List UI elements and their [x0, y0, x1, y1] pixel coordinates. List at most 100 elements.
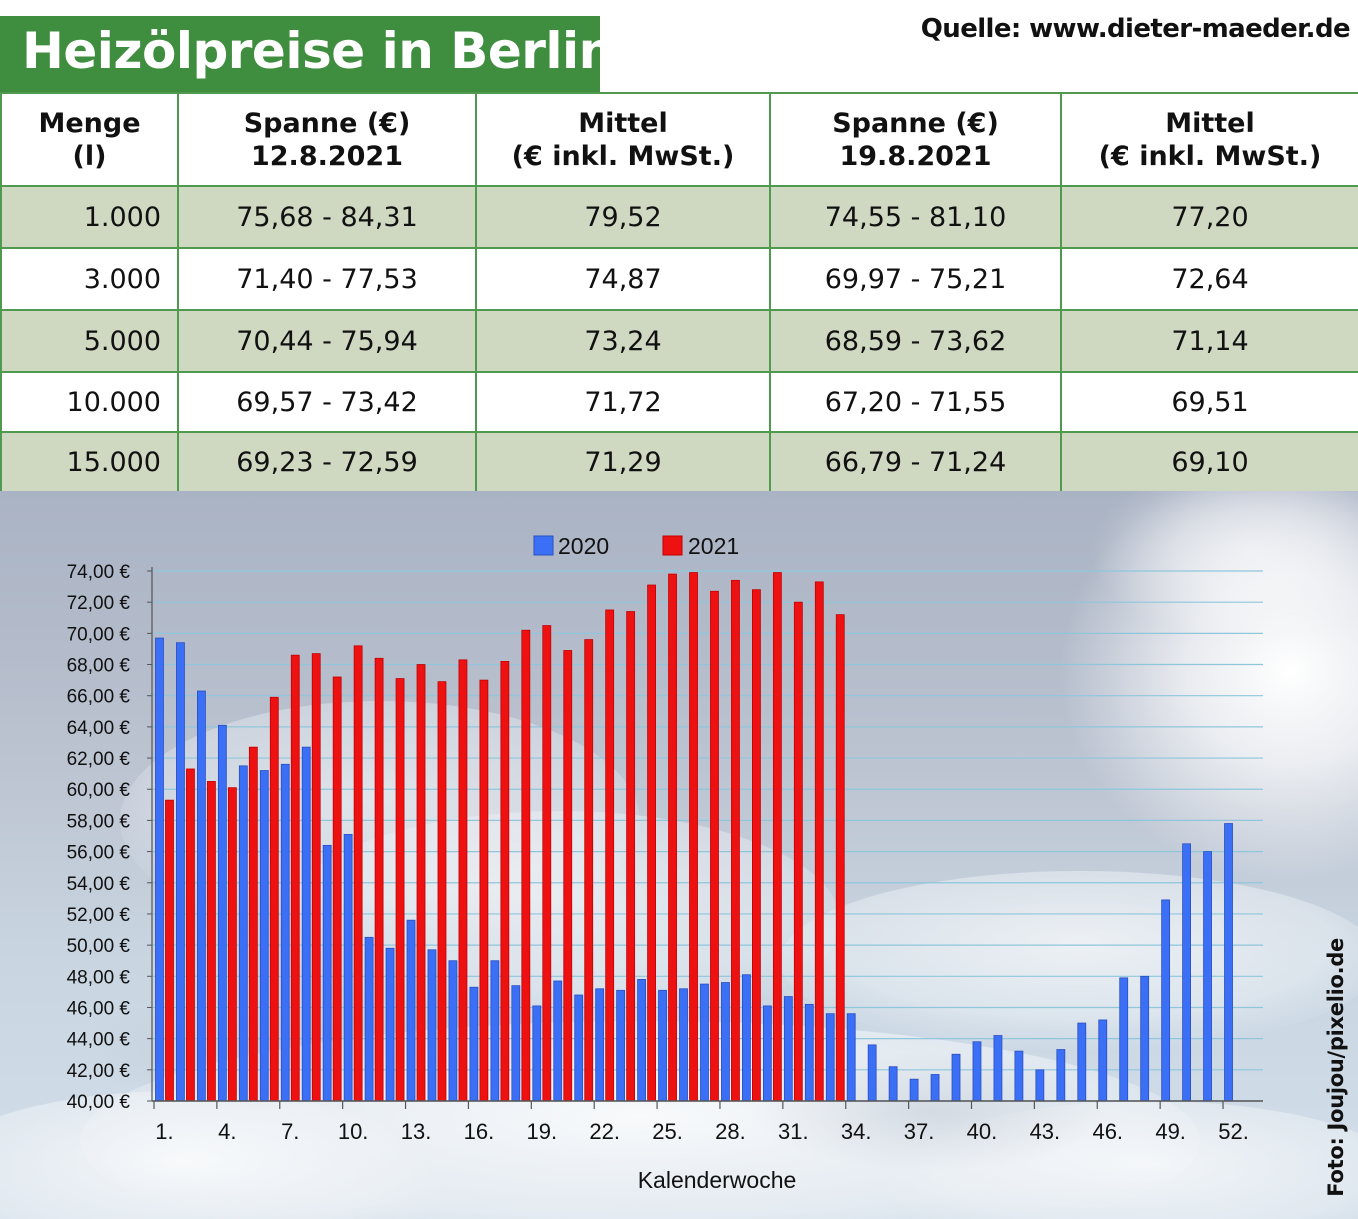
- bar-2020: [993, 1035, 1003, 1102]
- cell-range-2: 68,59 - 73,62: [769, 309, 1062, 373]
- bar-2020: [658, 989, 667, 1102]
- bar-2020: [721, 982, 730, 1102]
- x-tick-label: 22.: [589, 1119, 620, 1144]
- x-tick-label: 28.: [715, 1119, 746, 1144]
- bar-2020: [595, 988, 605, 1102]
- x-tick-label: 16.: [464, 1119, 495, 1144]
- bar-2020: [1161, 899, 1171, 1102]
- bar-2020: [385, 947, 395, 1102]
- cell-quantity: 10.000: [0, 371, 179, 433]
- cell-range-1: 75,68 - 84,31: [177, 185, 477, 249]
- bar-2020: [1224, 823, 1233, 1102]
- cell-mean-2: 71,14: [1060, 309, 1358, 373]
- bar-2020: [616, 989, 626, 1102]
- y-tick-label: 62,00 €: [67, 749, 131, 770]
- bar-2021: [584, 639, 594, 1102]
- bar-2020: [1056, 1049, 1066, 1102]
- legend-label-2021: 2021: [688, 533, 739, 559]
- bar-2021: [793, 601, 803, 1102]
- y-tick-label: 42,00 €: [67, 1061, 131, 1082]
- bar-2020: [742, 974, 751, 1102]
- bar-2020: [197, 690, 206, 1102]
- cell-range-1: 69,57 - 73,42: [177, 371, 477, 433]
- x-tick-label: 19.: [526, 1119, 557, 1144]
- bar-2020: [155, 637, 164, 1102]
- bar-2021: [227, 787, 237, 1102]
- bar-2020: [1014, 1050, 1024, 1102]
- legend: 2020 2021: [533, 533, 739, 559]
- x-tick-label: 49.: [1155, 1119, 1186, 1144]
- bar-2021: [269, 696, 279, 1102]
- bar-2020: [511, 985, 521, 1102]
- bar-chart: 40,00 € 42,00 € 44,00 € 46,00 € 48,00 € 50,00…: [0, 491, 1358, 1219]
- bar-2021: [605, 609, 615, 1102]
- cell-mean-1: 71,72: [475, 371, 771, 433]
- cell-mean-1: 74,87: [475, 247, 771, 311]
- bar-2021: [395, 678, 405, 1102]
- chart-area: 40,00 € 42,00 € 44,00 € 46,00 € 48,00 € 50,00…: [0, 491, 1358, 1219]
- bar-2020: [364, 936, 374, 1102]
- x-tick-label: 31.: [778, 1119, 809, 1144]
- bar-2020: [1098, 1019, 1108, 1102]
- x-tick-label: 46.: [1092, 1119, 1123, 1144]
- header-mean-2: Mittel (€ inkl. MwSt.): [1060, 92, 1358, 187]
- bar-2021: [752, 589, 761, 1102]
- cell-quantity: 15.000: [0, 431, 179, 493]
- bar-2020: [448, 960, 458, 1102]
- cell-range-2: 74,55 - 81,10: [769, 185, 1062, 249]
- bar-2021: [374, 657, 384, 1102]
- bar-2021: [353, 645, 363, 1102]
- x-tick-label: 13.: [401, 1119, 432, 1144]
- bar-2020: [238, 765, 248, 1102]
- y-tick-label: 68,00 €: [67, 656, 131, 677]
- bar-2020: [280, 763, 290, 1102]
- bar-2020: [176, 642, 185, 1102]
- bar-2020: [532, 1005, 542, 1102]
- chart-axes: [151, 567, 1263, 1102]
- bar-2021: [542, 625, 552, 1102]
- bar-2020: [951, 1053, 961, 1102]
- cell-range-1: 69,23 - 72,59: [177, 431, 477, 493]
- cell-quantity: 1.000: [0, 185, 179, 249]
- bar-2021: [647, 584, 656, 1102]
- bar-2020: [490, 960, 500, 1102]
- cell-range-2: 69,97 - 75,21: [769, 247, 1062, 311]
- bar-2021: [479, 679, 489, 1102]
- cell-mean-1: 73,24: [475, 309, 771, 373]
- y-tick-label: 74,00 €: [67, 562, 131, 583]
- bar-2020: [427, 949, 437, 1102]
- bar-2020: [1182, 843, 1191, 1102]
- x-tick-label: 52.: [1218, 1119, 1249, 1144]
- bar-2020: [406, 919, 416, 1102]
- bar-2021: [521, 629, 531, 1102]
- table-row: 15.000 69,23 - 72,59 71,29 66,79 - 71,24…: [0, 431, 1358, 493]
- y-tick-label: 52,00 €: [67, 905, 131, 926]
- cell-quantity: 5.000: [0, 309, 179, 373]
- bar-2021: [332, 676, 342, 1102]
- bar-2020: [217, 724, 227, 1102]
- bar-2020: [553, 980, 563, 1102]
- price-table: Menge (l) Spanne (€) 12.8.2021 Mittel (€ in…: [0, 92, 1358, 493]
- x-tick-label: 43.: [1030, 1119, 1061, 1144]
- cell-quantity: 3.000: [0, 247, 179, 311]
- table-row: 3.000 71,40 - 77,53 74,87 69,97 - 75,21 …: [0, 247, 1358, 311]
- header-mean-1: Mittel (€ inkl. MwSt.): [475, 92, 771, 187]
- x-axis-title: Kalenderwoche: [638, 1167, 797, 1193]
- legend-swatch-2020: [533, 535, 554, 556]
- bar-2020: [700, 983, 709, 1102]
- bar-2020: [469, 986, 479, 1102]
- x-axis-ticks: 1. 4. 7. 10. 13. 16. 19. 22. 25. 28. 31. 34. 37. 40. 4…: [153, 1101, 1249, 1144]
- bar-2021: [207, 781, 216, 1102]
- bar-2020: [804, 1003, 814, 1102]
- y-tick-label: 48,00 €: [67, 967, 131, 988]
- bar-2020: [322, 844, 332, 1102]
- y-tick-label: 56,00 €: [67, 843, 131, 864]
- cell-range-1: 70,44 - 75,94: [177, 309, 477, 373]
- bar-2021: [416, 664, 426, 1102]
- bar-2021: [710, 590, 719, 1102]
- bar-2021: [772, 572, 782, 1102]
- x-tick-label: 10.: [338, 1119, 369, 1144]
- bar-2021: [731, 579, 740, 1102]
- bar-2021: [500, 661, 510, 1102]
- bar-2020: [574, 994, 584, 1102]
